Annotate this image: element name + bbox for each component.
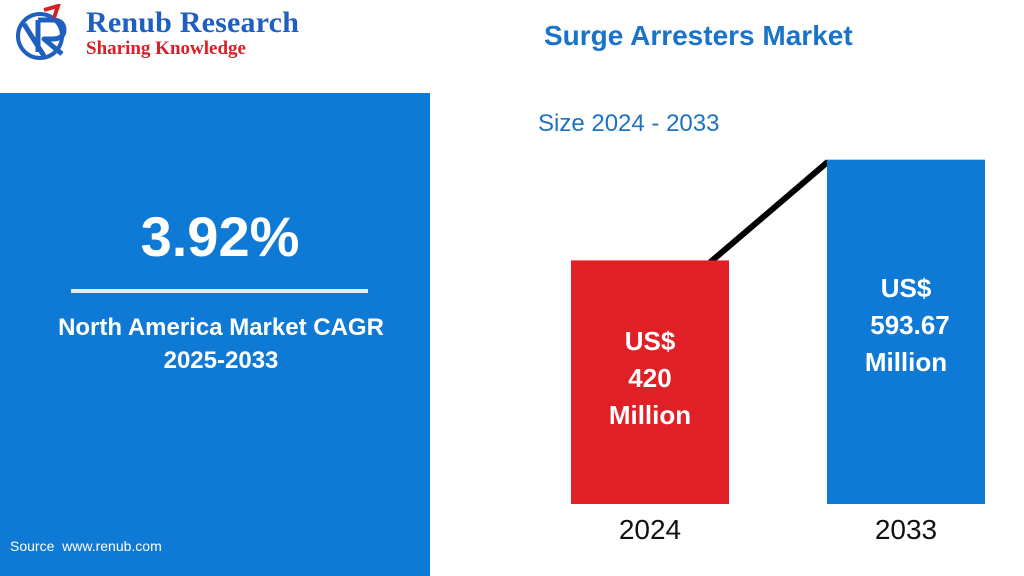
- bar-label-2024-line1: US$: [625, 326, 676, 356]
- x-tick-2033: 2033: [875, 514, 937, 545]
- cagr-label-line2: 2025-2033: [163, 347, 279, 374]
- bar-label-2033-line3: Million: [865, 347, 947, 377]
- bar-label-2033-line2: 593.67: [870, 310, 950, 340]
- source-text: Source www.renub.com: [10, 538, 162, 554]
- cagr-panel: 3.92% North America Market CAGR 2025-203…: [0, 93, 430, 576]
- bar-2033: [827, 159, 985, 505]
- cagr-label: North America Market CAGR 2025-2033: [0, 311, 442, 377]
- cagr-label-line1: North America Market CAGR: [58, 314, 384, 341]
- bar-label-2024-line3: Million: [609, 400, 691, 430]
- cagr-value: 3.92%: [140, 205, 300, 268]
- chart-subtitle: Size 2024 - 2033: [538, 110, 720, 137]
- brand-logo: Renub Research Sharing Knowledge: [14, 4, 334, 62]
- x-tick-2024: 2024: [619, 514, 681, 545]
- bar-label-2024-line2: 420: [628, 363, 671, 393]
- cagr-divider: [71, 289, 368, 293]
- brand-name: Renub Research: [86, 6, 300, 39]
- brand-text: Renub Research Sharing Knowledge: [86, 8, 299, 60]
- trend-line: [708, 159, 830, 265]
- renub-logo-icon: [16, 4, 67, 60]
- brand-tagline: Sharing Knowledge: [86, 38, 246, 59]
- bar-label-2033-line1: US$: [881, 273, 932, 303]
- bar-2024: [571, 260, 729, 504]
- chart-title: Surge Arresters Market: [544, 20, 853, 51]
